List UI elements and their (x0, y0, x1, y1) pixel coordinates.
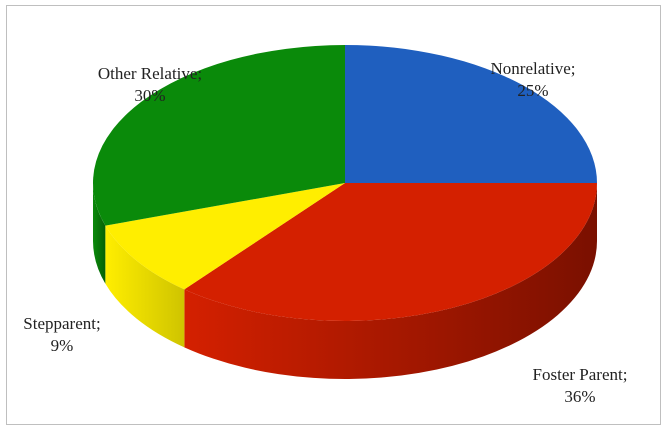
pie-side-walls (93, 183, 598, 380)
pie-side-foster-parent (184, 183, 598, 380)
data-label-stepparent: Stepparent; 9% (12, 313, 112, 357)
data-label-stepparent-name: Stepparent; (23, 314, 101, 333)
data-label-foster-parent-pct: 36% (564, 387, 596, 406)
data-label-other-relative-pct: 30% (134, 86, 166, 105)
pie-slice-nonrelative (345, 45, 597, 183)
data-label-nonrelative-name: Nonrelative; (490, 59, 576, 78)
pie-slice-stepparent (105, 183, 345, 290)
pie-top-faces (92, 45, 598, 321)
data-label-foster-parent: Foster Parent; 36% (510, 364, 650, 408)
data-label-nonrelative-pct: 25% (517, 81, 549, 100)
pie-slice-foster-parent (184, 183, 598, 321)
data-label-other-relative-name: Other Relative; (97, 64, 203, 83)
pie-side-other-relative (93, 183, 106, 284)
data-label-nonrelative: Nonrelative; 25% (468, 58, 598, 102)
data-label-other-relative: Other Relative; 30% (70, 63, 230, 107)
data-label-stepparent-pct: 9% (50, 336, 74, 355)
pie-side-stepparent (105, 225, 185, 348)
pie-slice-other-relative (92, 45, 346, 226)
data-label-foster-parent-name: Foster Parent; (532, 365, 628, 384)
